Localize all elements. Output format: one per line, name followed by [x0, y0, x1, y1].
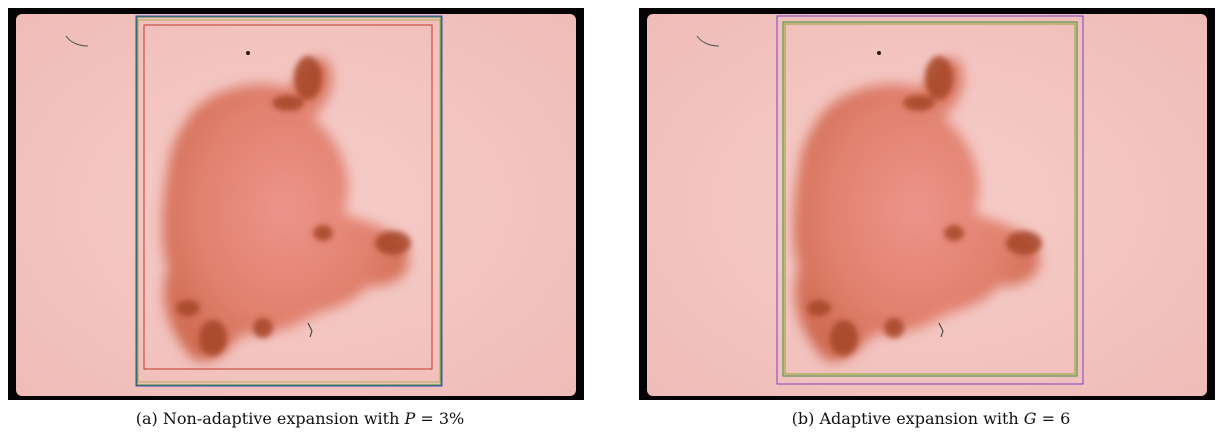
- box-red: [143, 24, 433, 370]
- box-purple: [776, 15, 1084, 385]
- caption-variable: G: [1023, 409, 1037, 428]
- caption-variable: P: [404, 409, 416, 428]
- caption-a: (a) Non-adaptive expansion with P = 3%: [0, 408, 600, 430]
- lesion-region: [793, 57, 1040, 362]
- caption-value: = 3%: [420, 409, 465, 428]
- box-yellow-green: [137, 19, 441, 383]
- box-blue: [135, 15, 443, 387]
- panel-b: (b) Adaptive expansion with G = 6: [631, 0, 1231, 436]
- panel-a: (a) Non-adaptive expansion with P = 3%: [0, 0, 600, 436]
- lesion-region: [162, 57, 409, 362]
- caption-value: = 6: [1041, 409, 1071, 428]
- lesion-image-b: [647, 14, 1207, 396]
- box-green: [782, 21, 1078, 377]
- box-green: [136, 16, 442, 386]
- dark-dot: [877, 51, 881, 55]
- caption-tag: (a): [135, 409, 158, 428]
- pigment-spots: [807, 56, 1042, 356]
- caption-tag: (b): [791, 409, 815, 428]
- hair-artifact: [65, 35, 89, 47]
- box-yellow-green: [784, 23, 1076, 375]
- hair-artifact: [938, 322, 944, 338]
- dermoscopy-image-b: [639, 8, 1215, 400]
- caption-b: (b) Adaptive expansion with G = 6: [631, 408, 1231, 430]
- dermoscopy-image-a: [8, 8, 584, 400]
- caption-text: Adaptive expansion with: [819, 409, 1019, 428]
- caption-text: Non-adaptive expansion with: [162, 409, 400, 428]
- lesion-image-a: [16, 14, 576, 396]
- hair-artifact: [696, 35, 720, 47]
- dark-dot: [246, 51, 250, 55]
- hair-artifact: [307, 322, 313, 338]
- pigment-spots: [176, 56, 411, 356]
